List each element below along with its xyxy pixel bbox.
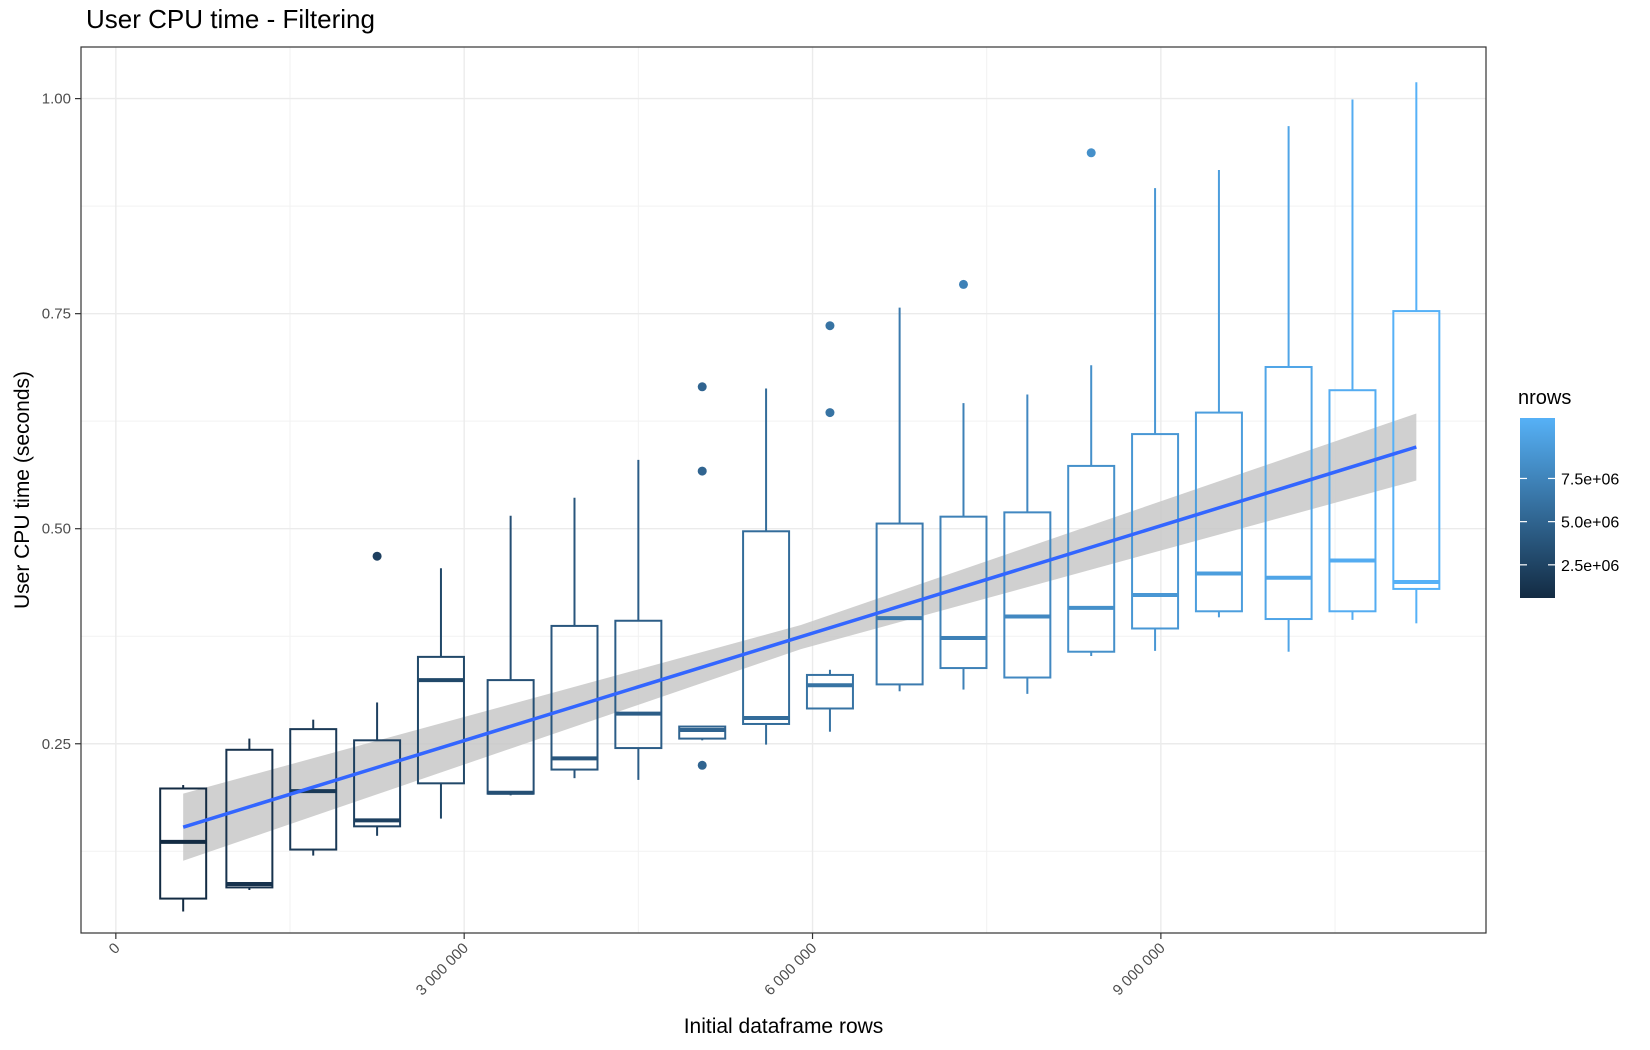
boxplot bbox=[1264, 126, 1313, 652]
outlier-point bbox=[697, 760, 707, 770]
outlier-point bbox=[825, 321, 835, 331]
boxplot bbox=[1194, 170, 1243, 618]
boxplot bbox=[614, 459, 663, 780]
boxplot bbox=[875, 307, 924, 692]
outlier-point bbox=[958, 279, 968, 289]
legend-label: 5.0e+06 bbox=[1561, 515, 1619, 532]
x-tick-label: 6 000 000 bbox=[761, 940, 820, 999]
box bbox=[353, 739, 402, 828]
trend-line bbox=[182, 445, 1417, 829]
box bbox=[416, 655, 465, 785]
y-tick-label: 1.00 bbox=[42, 91, 71, 108]
boxplot bbox=[805, 321, 854, 732]
box bbox=[1194, 411, 1243, 613]
boxplot bbox=[939, 279, 988, 690]
boxplot bbox=[1003, 394, 1052, 694]
panel-border bbox=[80, 46, 1487, 934]
legend-label: 7.5e+06 bbox=[1561, 471, 1619, 488]
outlier-point bbox=[825, 408, 835, 418]
x-tick-label: 3 000 000 bbox=[413, 940, 472, 999]
outlier-point bbox=[372, 551, 382, 561]
grid bbox=[81, 47, 1486, 933]
boxplot bbox=[1067, 148, 1116, 657]
x-tick-label: 0 bbox=[106, 940, 124, 958]
legend-ticks: 2.5e+06 5.0e+06 7.5e+06 bbox=[1520, 471, 1619, 575]
box bbox=[1131, 433, 1180, 630]
legend-title: nrows bbox=[1518, 387, 1571, 409]
boxplot bbox=[225, 738, 274, 890]
boxplot bbox=[1392, 82, 1441, 624]
box bbox=[1328, 389, 1377, 613]
boxplot bbox=[742, 388, 791, 745]
boxplot bbox=[353, 551, 402, 836]
boxplot bbox=[678, 382, 727, 770]
legend-label: 2.5e+06 bbox=[1561, 558, 1619, 575]
legend-colorbar bbox=[1520, 418, 1555, 598]
boxplot bbox=[416, 568, 465, 819]
outlier-point bbox=[697, 382, 707, 392]
box bbox=[1392, 310, 1441, 590]
box bbox=[225, 748, 274, 889]
outlier-point bbox=[1086, 148, 1096, 158]
boxplot-layer bbox=[159, 82, 1441, 912]
y-tick-label: 0.25 bbox=[42, 736, 71, 753]
boxplot bbox=[1328, 99, 1377, 620]
boxplot bbox=[550, 497, 599, 779]
box bbox=[875, 522, 924, 686]
box bbox=[742, 530, 791, 725]
box bbox=[614, 619, 663, 750]
box bbox=[678, 725, 727, 740]
axes: 0 3 000 000 6 000 000 9 000 000 0.25 0.50 0.75… bbox=[42, 91, 1169, 999]
boxplot bbox=[159, 785, 208, 912]
x-tick-label: 9 000 000 bbox=[1109, 940, 1168, 999]
box bbox=[1067, 464, 1116, 653]
x-axis-title: Initial dataframe rows bbox=[684, 1015, 884, 1038]
box bbox=[805, 673, 854, 710]
y-tick-label: 0.75 bbox=[42, 306, 71, 323]
boxplot bbox=[1131, 188, 1180, 651]
chart-title: User CPU time - Filtering bbox=[86, 4, 375, 34]
box bbox=[1003, 511, 1052, 679]
legend: nrows 2.5e+06 5.0e+06 7.5e+06 bbox=[1518, 387, 1619, 598]
y-axis-title: User CPU time (seconds) bbox=[11, 371, 34, 609]
trend-line-layer bbox=[182, 445, 1417, 829]
boxplot bbox=[486, 515, 535, 796]
y-tick-label: 0.50 bbox=[42, 521, 71, 538]
outlier-point bbox=[697, 466, 707, 476]
